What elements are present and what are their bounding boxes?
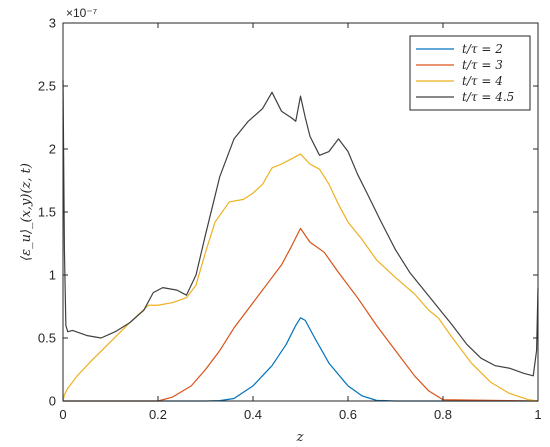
series-line-2 (63, 227, 539, 402)
legend-label-3: t/τ = 4 (462, 74, 503, 88)
y-tick-label: 2 (49, 142, 56, 157)
x-tick-label: 0 (59, 407, 66, 422)
legend-box (409, 35, 531, 111)
y-tick-label: 3 (49, 16, 56, 31)
y-tick-label: 1.5 (38, 205, 56, 220)
x-tick-label: 0.4 (244, 407, 262, 422)
legend-label-2: t/τ = 3 (462, 58, 503, 72)
legend-label-4: t/τ = 4.5 (462, 90, 514, 104)
series-line-1 (63, 317, 538, 402)
tick-layer: 0 0.2 0.4 0.6 0.8 1 0 0.5 1 1.5 2 2.5 3 (38, 16, 542, 423)
legend-items: t/τ = 2 t/τ = 3 t/τ = 4 t/τ = 4.5 (416, 42, 514, 104)
y-tick-label: 2.5 (38, 79, 56, 94)
y-axis-label: ⟨ε_u⟩_(x,y)(z, t) (19, 163, 34, 261)
x-tick-label: 0.8 (434, 407, 452, 422)
x-tick-label: 1 (534, 407, 541, 422)
x-axis-label: z (296, 430, 304, 445)
y-tick-label: 1 (49, 268, 56, 283)
y-tick-label: 0.5 (38, 331, 56, 346)
legend-label-1: t/τ = 2 (462, 42, 503, 56)
series-line-4 (62, 79, 539, 377)
series-layer (62, 79, 539, 402)
y-exponent-label: ×10⁻⁷ (66, 6, 97, 20)
y-tick-label: 0 (49, 394, 56, 409)
x-tick-label: 0.2 (149, 407, 167, 422)
legend: t/τ = 2 t/τ = 3 t/τ = 4 t/τ = 4.5 (409, 35, 531, 111)
x-tick-label: 0.6 (339, 407, 357, 422)
